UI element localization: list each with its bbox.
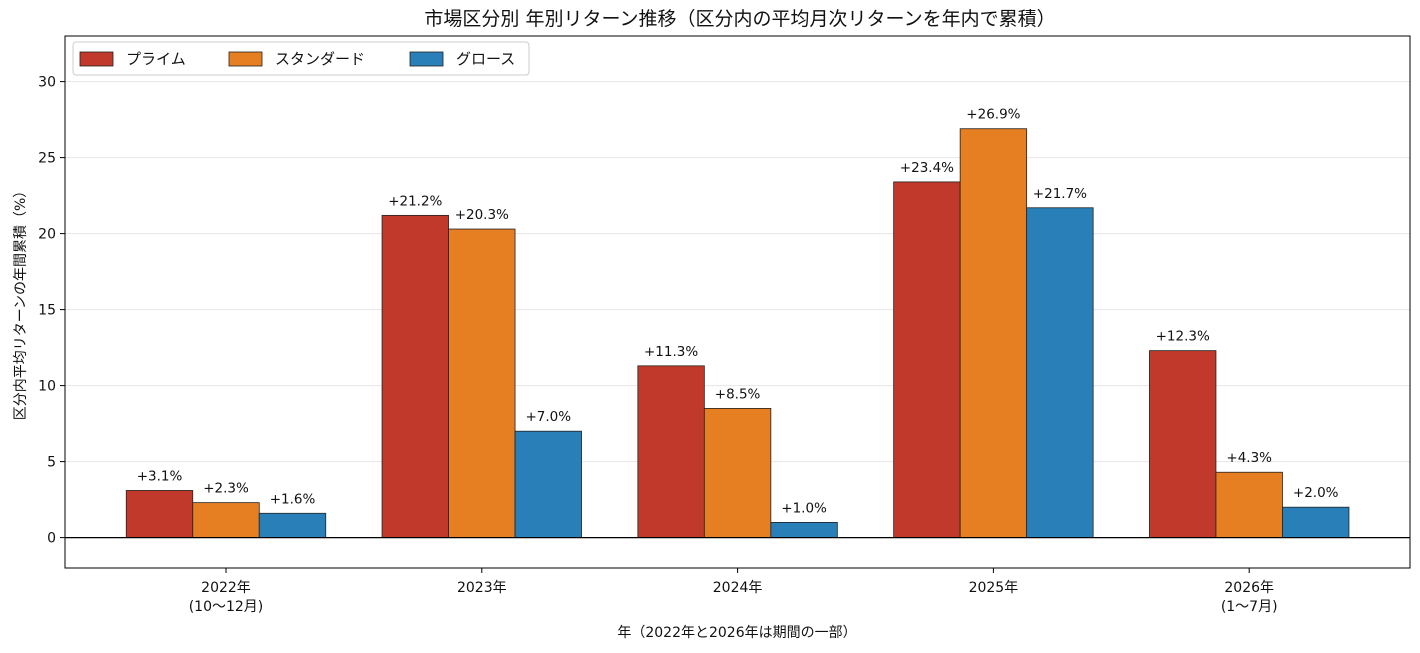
y-axis-ticks: 0 5 10 15 20 25 30: [38, 75, 65, 547]
data-label: +21.7%: [1033, 186, 1087, 202]
x-tick-label: (1〜7月): [1221, 599, 1278, 615]
data-label: +1.6%: [270, 491, 316, 507]
y-tick-label: 25: [38, 151, 56, 167]
data-label: +26.9%: [966, 107, 1020, 123]
bars: [125, 128, 1350, 539]
x-tick-label: 2023年: [457, 580, 507, 596]
bar: [448, 228, 516, 538]
x-tick-label: 2026年: [1224, 580, 1274, 596]
data-label: +21.2%: [388, 193, 442, 209]
bar: [893, 181, 961, 538]
data-labels: +3.1% +2.3% +1.6% +21.2% +20.3% +7.0% +11.3% +8…: [137, 107, 1339, 517]
x-tick-label: 2025年: [969, 580, 1019, 596]
data-label: +11.3%: [644, 344, 698, 360]
legend-label: プライム: [126, 50, 186, 68]
x-axis-ticks: 2022年 (10〜12月) 2023年 2024年 2025年 2026年 (1〜7月): [189, 568, 1278, 615]
x-axis-label: 年（2022年と2026年は期間の一部）: [617, 625, 856, 641]
bar: [637, 365, 705, 538]
x-tick-label: 2022年: [201, 580, 251, 596]
y-tick-label: 20: [38, 227, 56, 243]
bar: [703, 407, 772, 538]
data-label: +12.3%: [1156, 329, 1210, 345]
bar: [192, 502, 260, 539]
data-label: +2.3%: [203, 481, 249, 497]
y-axis-label: 区分内平均リターンの年間累積（%）: [13, 184, 29, 421]
y-tick-label: 15: [38, 303, 56, 319]
bar: [258, 512, 327, 539]
data-label: +23.4%: [900, 160, 954, 176]
data-label: +7.0%: [525, 409, 571, 425]
legend-swatch: [79, 51, 114, 67]
y-tick-label: 0: [47, 531, 56, 547]
legend-swatch: [228, 51, 263, 67]
bar: [770, 522, 838, 539]
bar: [381, 214, 449, 538]
bar: [1149, 350, 1217, 539]
data-label: +3.1%: [137, 468, 183, 484]
bar: [125, 490, 194, 539]
data-label: +8.5%: [715, 386, 761, 402]
data-label: +20.3%: [455, 207, 509, 223]
chart-title: 市場区分別 年別リターン推移（区分内の平均月次リターンを年内で累積）: [424, 8, 1055, 30]
bar: [959, 128, 1028, 539]
y-tick-label: 5: [47, 455, 56, 471]
bar: [1026, 207, 1094, 538]
y-tick-label: 30: [38, 75, 56, 91]
legend-label: スタンダード: [275, 50, 365, 68]
x-tick-label: (10〜12月): [189, 599, 264, 615]
legend-label: グロース: [456, 50, 515, 68]
data-label: +4.3%: [1226, 450, 1272, 466]
bar: [514, 430, 582, 539]
bar: [1215, 471, 1283, 538]
x-tick-label: 2024年: [713, 580, 763, 596]
data-label: +2.0%: [1293, 485, 1339, 501]
legend-box: [72, 41, 530, 76]
legend: プライム スタンダード グロース: [72, 41, 530, 76]
bar: [1282, 506, 1350, 539]
y-tick-label: 10: [38, 379, 56, 395]
legend-swatch: [409, 51, 444, 67]
data-label: +1.0%: [781, 500, 827, 516]
